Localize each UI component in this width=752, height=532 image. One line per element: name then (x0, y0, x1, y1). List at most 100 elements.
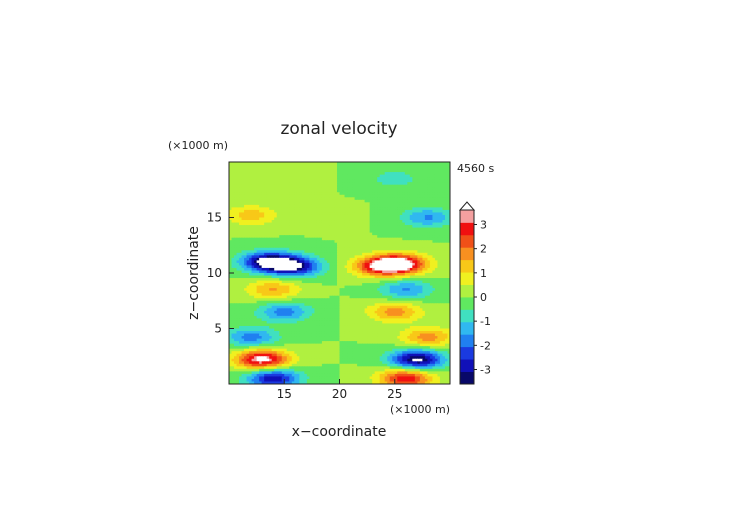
contour-cell (377, 235, 381, 239)
contour-cell (229, 262, 233, 267)
contour-cell (326, 225, 331, 229)
contour-cell (389, 169, 393, 173)
contour-cell (279, 295, 283, 299)
contour-cell (246, 273, 250, 277)
contour-cell (264, 255, 268, 259)
contour-cell (409, 290, 413, 294)
contour-cell (331, 275, 336, 279)
contour-cell (236, 235, 240, 239)
contour-cell (314, 209, 318, 214)
contour-cell (336, 230, 341, 234)
contour-cell (299, 184, 303, 188)
contour-cell (434, 207, 439, 211)
contour-cell (279, 174, 283, 178)
contour-cell (374, 164, 378, 168)
contour-cell (284, 293, 288, 297)
contour-cell (261, 240, 265, 244)
contour-cell (261, 295, 265, 299)
contour-cell (369, 225, 373, 229)
contour-cell (372, 184, 376, 188)
contour-cell (331, 280, 336, 284)
contour-cell (264, 235, 268, 239)
contour-cell (377, 293, 381, 297)
contour-cell (276, 179, 280, 183)
contour-cell (326, 184, 331, 188)
contour-cell (432, 267, 436, 272)
contour-cell (347, 199, 351, 203)
contour-cell (241, 189, 245, 193)
contour-cell (294, 192, 298, 196)
contour-cell (439, 202, 444, 206)
contour-cell (384, 298, 388, 302)
contour-cell (349, 207, 353, 211)
contour-cell (321, 270, 326, 274)
contour-cell (389, 220, 393, 224)
contour-cell (239, 278, 243, 282)
contour-cell (264, 295, 268, 299)
contour-cell (359, 187, 363, 191)
contour-cell (384, 245, 388, 249)
contour-cell (264, 298, 268, 302)
contour-cell (419, 267, 423, 272)
contour-cell (417, 194, 421, 198)
contour-cell (239, 177, 243, 181)
contour-cell (326, 167, 331, 171)
contour-cell (342, 174, 346, 178)
contour-cell (251, 283, 255, 287)
contour-cell (417, 182, 421, 186)
contour-cell (291, 288, 295, 292)
contour-cell (276, 189, 280, 193)
contour-cell (392, 187, 396, 191)
contour-cell (324, 220, 328, 224)
contour-cell (404, 280, 408, 284)
contour-cell (427, 237, 431, 241)
contour-cell (402, 184, 406, 188)
contour-cell (241, 217, 245, 221)
contour-cell (347, 252, 351, 256)
contour-cell (427, 293, 431, 297)
contour-cell (429, 222, 434, 226)
contour-cell (424, 162, 428, 166)
contour-cell (427, 214, 431, 219)
contour-cell (437, 199, 441, 203)
contour-cell (284, 207, 288, 211)
contour-cell (439, 212, 444, 216)
contour-cell (382, 162, 386, 166)
contour-cell (249, 298, 253, 302)
contour-cell (319, 298, 323, 302)
contour-cell (352, 214, 356, 219)
contour-cell (347, 235, 351, 239)
contour-cell (422, 250, 426, 254)
contour-cell (352, 257, 356, 261)
contour-cell (234, 260, 238, 264)
contour-cell (331, 197, 336, 201)
contour-cell (367, 184, 371, 188)
contour-cell (249, 293, 253, 297)
contour-cell (404, 252, 408, 256)
contour-cell (319, 270, 323, 274)
contour-cell (409, 237, 413, 241)
contour-cell (306, 227, 310, 231)
contour-cell (286, 270, 290, 274)
contour-cell (289, 278, 293, 282)
contour-cell (359, 267, 363, 272)
contour-cell (364, 209, 368, 214)
contour-cell (244, 164, 248, 168)
contour-cell (344, 187, 348, 191)
contour-cell (382, 280, 386, 284)
contour-cell (444, 273, 449, 277)
contour-cell (402, 172, 406, 176)
contour-cell (412, 275, 416, 279)
contour-cell (324, 189, 328, 193)
contour-cell (259, 194, 263, 198)
contour-cell (326, 212, 331, 216)
contour-cell (249, 162, 253, 166)
contour-cell (229, 260, 233, 264)
contour-cell (296, 172, 300, 176)
contour-cell (394, 262, 398, 267)
contour-cell (309, 262, 313, 267)
contour-cell (409, 265, 413, 269)
contour-cell (311, 260, 315, 264)
contour-cell (442, 285, 446, 289)
contour-cell (254, 280, 258, 284)
